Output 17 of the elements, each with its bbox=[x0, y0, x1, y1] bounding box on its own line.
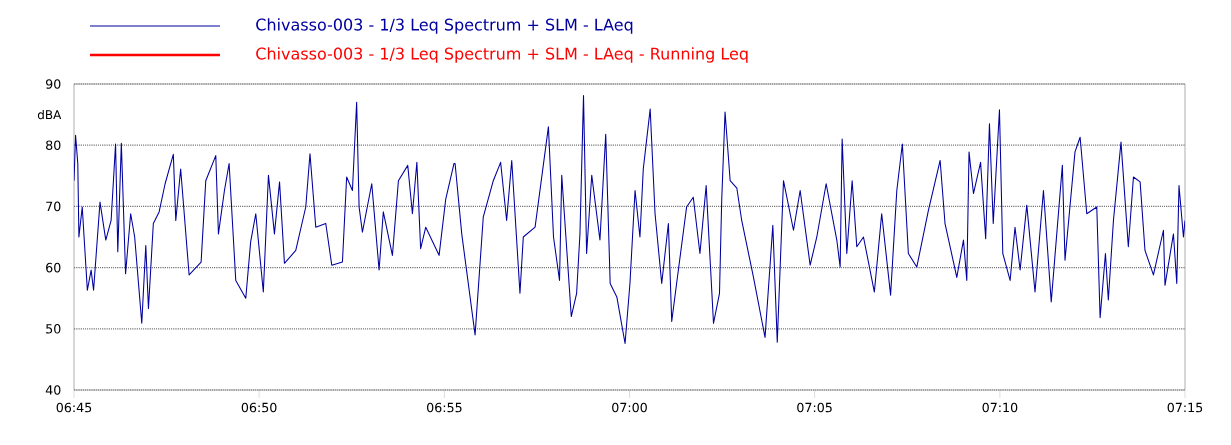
y-tick-label: 90 bbox=[45, 79, 61, 89]
text: Chivasso-003 - 1/3 Leq Spectrum + SLM - LAeq bbox=[256, 18, 633, 34]
x-tick-label: 06:45 bbox=[56, 402, 92, 413]
x-tick-label: 07:15 bbox=[1167, 402, 1203, 413]
y-tick-label: 40 bbox=[45, 385, 61, 395]
y-tick-label: 70 bbox=[46, 201, 61, 212]
x-tick-label: 06:50 bbox=[241, 402, 277, 413]
y-tick-label: 60 bbox=[46, 262, 61, 273]
line-series bbox=[74, 95, 1185, 345]
y-axis-title: dBA bbox=[37, 109, 62, 120]
x-tick-label: 07:10 bbox=[982, 402, 1018, 413]
legend-label: Chivasso-003 - 1/3 Leq Spectrum + SLM - LAeq - Running Leq bbox=[256, 47, 748, 63]
y-tick-label: 50 bbox=[46, 323, 61, 334]
x-tick-label: 07:00 bbox=[612, 402, 647, 413]
y-tick-label: 80 bbox=[46, 140, 61, 150]
x-tick-label: 06:55 bbox=[427, 402, 462, 413]
x-tick-label: 07:05 bbox=[797, 402, 832, 413]
